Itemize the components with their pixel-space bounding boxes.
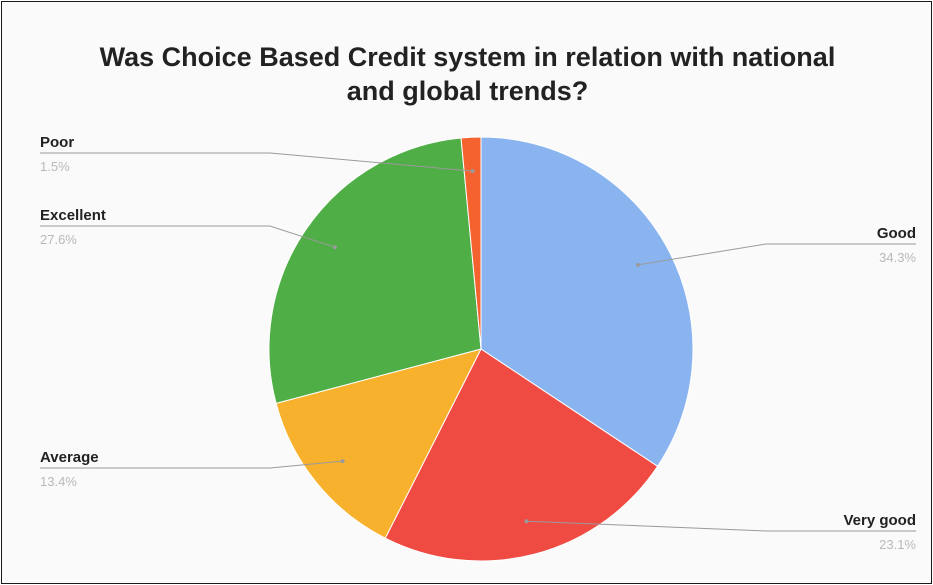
slice-value-average: 13.4% bbox=[40, 474, 77, 489]
pie-slice-excellent bbox=[268, 137, 482, 405]
pie-slice-average bbox=[275, 348, 482, 539]
slice-value-very-good: 23.1% bbox=[879, 537, 916, 552]
slice-label-good: Good bbox=[877, 225, 916, 242]
slice-label-very-good: Very good bbox=[843, 512, 916, 529]
pie-slices bbox=[268, 136, 694, 562]
chart-title: Was Choice Based Credit system in relati… bbox=[2, 40, 933, 108]
chart-title-line-2: and global trends? bbox=[346, 76, 589, 106]
callout-line-average bbox=[40, 460, 343, 469]
slice-label-excellent: Excellent bbox=[40, 207, 106, 224]
slice-label-average: Average bbox=[40, 449, 99, 466]
callout-line-poor bbox=[40, 152, 473, 172]
slice-label-poor: Poor bbox=[40, 134, 74, 151]
callout-dot-excellent bbox=[332, 245, 337, 250]
pie-slice-very-good bbox=[384, 348, 659, 562]
callout-line-good bbox=[637, 243, 916, 266]
slice-value-good: 34.3% bbox=[879, 250, 916, 265]
pie-labels: Good 34.3% Very good 23.1% Average 13.4% Excel… bbox=[40, 134, 916, 552]
callout-dot-good bbox=[635, 262, 640, 267]
callout-dot-very-good bbox=[524, 519, 529, 524]
callout-dot-average bbox=[340, 459, 345, 464]
callout-line-excellent bbox=[40, 225, 336, 248]
callout-line-very-good bbox=[526, 520, 916, 532]
pie-slice-poor bbox=[460, 136, 482, 350]
slice-value-excellent: 27.6% bbox=[40, 232, 77, 247]
slice-value-poor: 1.5% bbox=[40, 159, 70, 174]
chart-title-line-1: Was Choice Based Credit system in relati… bbox=[99, 42, 836, 72]
callout-dot-poor bbox=[470, 169, 475, 174]
